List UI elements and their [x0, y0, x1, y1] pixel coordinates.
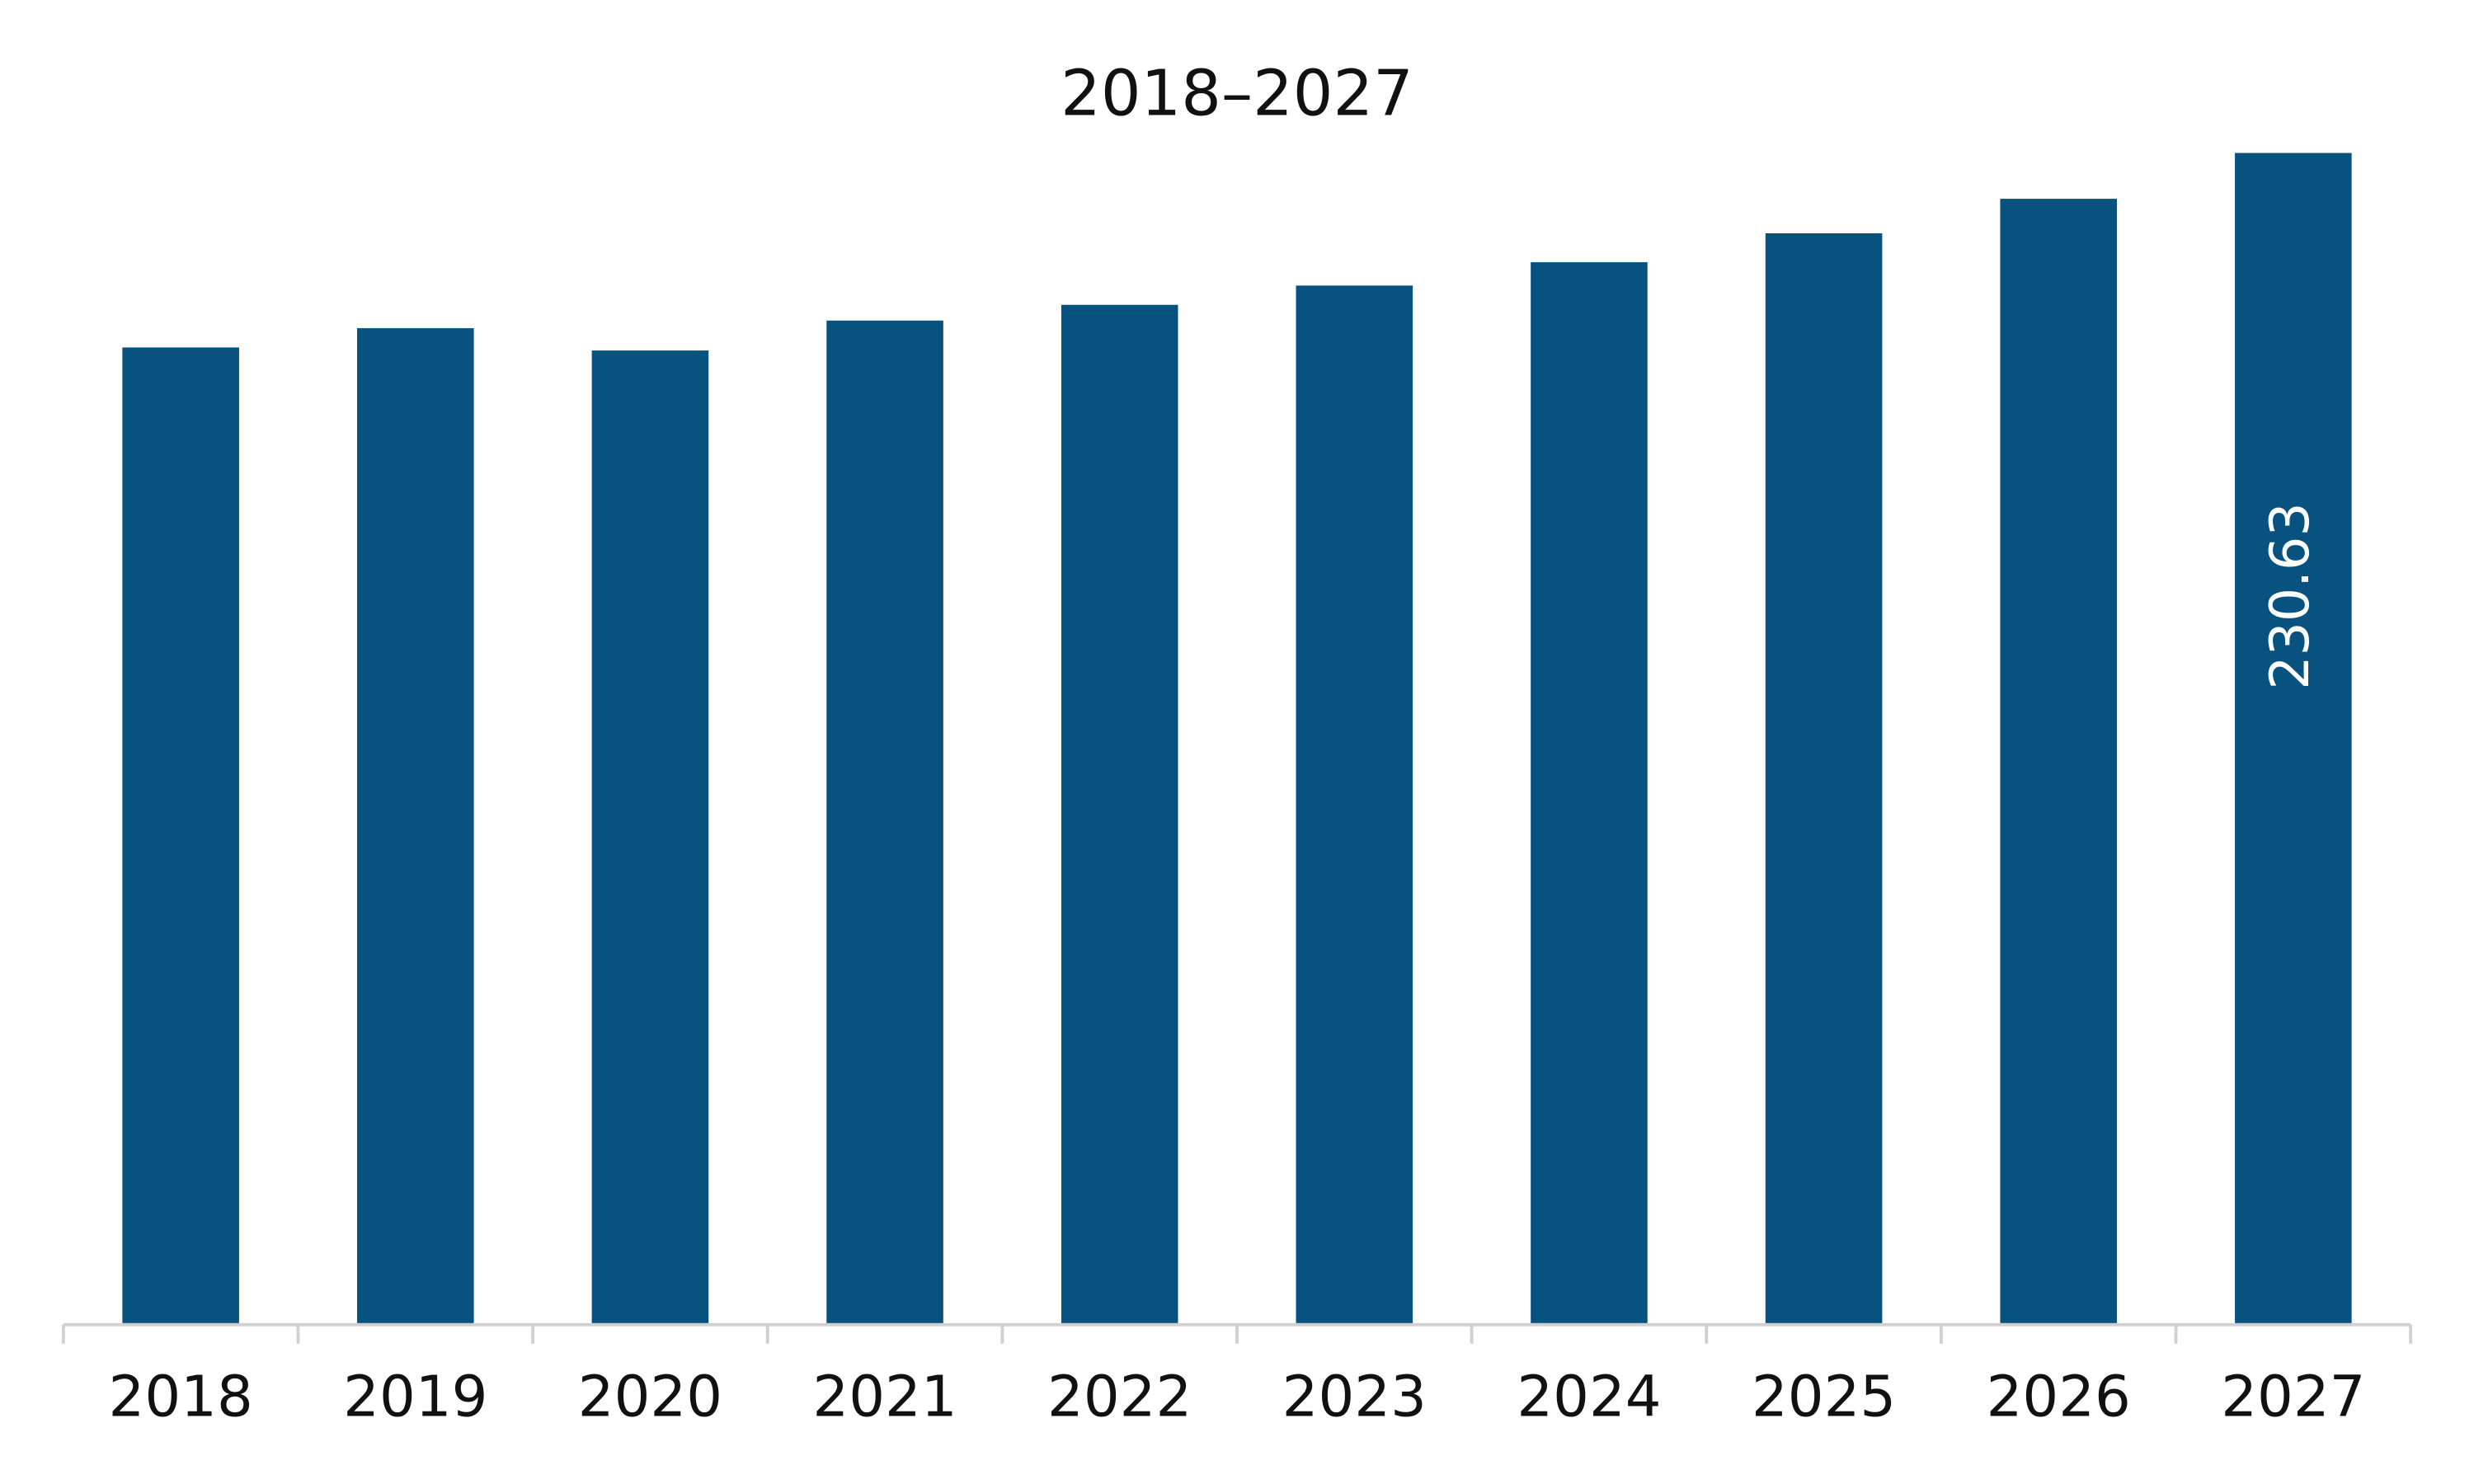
bar	[2235, 153, 2352, 1323]
bar	[591, 350, 709, 1323]
bar	[826, 320, 943, 1323]
x-tick-label: 2026	[1987, 1364, 2131, 1430]
x-tick-label: 2027	[2221, 1364, 2365, 1430]
x-tick-label: 2023	[1282, 1364, 1427, 1430]
x-tick-label: 2019	[343, 1364, 487, 1430]
bar	[1531, 262, 1648, 1323]
x-tick-label: 2022	[1047, 1364, 1192, 1430]
bar	[1296, 285, 1413, 1323]
bar	[122, 347, 239, 1323]
bar	[357, 328, 474, 1323]
bar	[1061, 304, 1178, 1323]
chart-title: 2018–2027	[1061, 58, 1413, 131]
x-tick-label: 2021	[812, 1364, 957, 1430]
x-tick-label: 2020	[578, 1364, 722, 1430]
bar	[1765, 232, 1883, 1323]
x-tick-label: 2024	[1517, 1364, 1661, 1430]
x-tick-label: 2025	[1752, 1364, 1896, 1430]
x-tick-label: 2018	[109, 1364, 253, 1430]
data-label: 230.63	[2260, 502, 2321, 689]
bar	[2000, 199, 2117, 1323]
